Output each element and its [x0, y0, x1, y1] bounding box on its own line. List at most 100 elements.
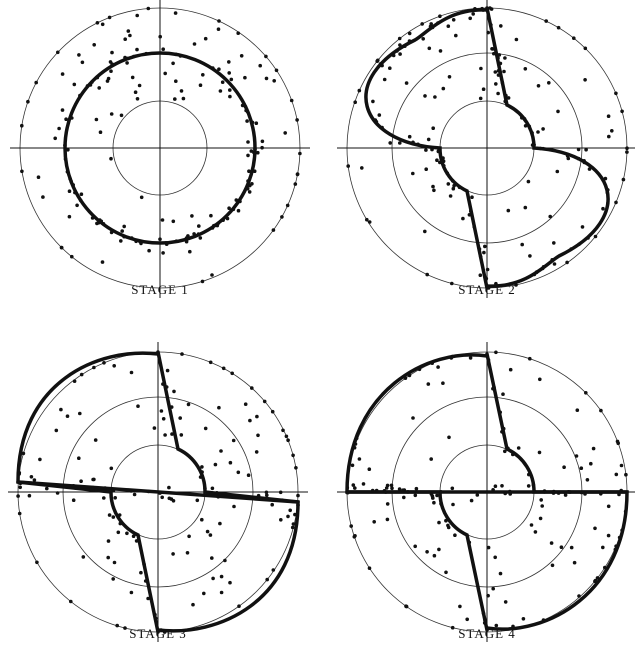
dot	[614, 200, 618, 205]
dot	[614, 91, 618, 96]
dot	[437, 520, 441, 525]
dot	[208, 360, 213, 365]
dot	[77, 53, 81, 57]
dot	[383, 490, 388, 494]
dot	[179, 433, 184, 437]
dot	[439, 490, 443, 494]
dot	[196, 232, 201, 236]
dot	[470, 195, 474, 199]
dot	[70, 254, 74, 259]
dot	[550, 258, 554, 262]
dot	[574, 454, 579, 458]
dot	[445, 171, 450, 175]
dot	[503, 600, 508, 604]
dot	[536, 130, 540, 134]
dot	[606, 504, 611, 509]
dot	[425, 272, 429, 277]
dot	[450, 179, 455, 183]
dot	[264, 490, 269, 495]
dot	[107, 513, 112, 517]
dot	[603, 565, 607, 570]
dot	[353, 442, 358, 446]
dot	[236, 31, 240, 35]
dot	[59, 407, 63, 412]
dot	[116, 514, 120, 519]
dot	[478, 273, 483, 277]
dot	[63, 157, 68, 161]
dot	[430, 147, 434, 152]
dot	[264, 76, 269, 81]
dot	[116, 530, 121, 535]
dot	[446, 525, 451, 530]
dot	[475, 493, 480, 497]
dot	[131, 54, 136, 59]
dot	[352, 535, 357, 539]
dot	[403, 44, 407, 48]
dot	[135, 97, 140, 101]
dot	[286, 514, 290, 519]
dot	[173, 11, 178, 15]
dot	[221, 218, 225, 222]
dot	[243, 104, 248, 109]
dot	[376, 58, 380, 63]
dot	[544, 19, 548, 23]
dot	[216, 27, 221, 31]
dot	[146, 596, 150, 601]
dot	[79, 372, 84, 377]
dot	[430, 361, 434, 365]
dot	[481, 87, 486, 91]
dot	[192, 42, 197, 46]
dot	[200, 470, 204, 474]
dot	[511, 624, 515, 629]
dot	[283, 131, 287, 135]
dot	[496, 56, 500, 60]
dot	[36, 175, 41, 179]
dot	[122, 234, 126, 239]
dot	[109, 466, 114, 471]
dot	[432, 188, 436, 193]
curve	[485, 6, 610, 288]
dot	[94, 117, 99, 122]
dot	[500, 484, 504, 488]
dot	[569, 545, 574, 550]
dot	[65, 170, 70, 174]
dot	[64, 117, 68, 121]
dot	[606, 201, 610, 206]
dot	[38, 457, 42, 462]
dot	[142, 562, 146, 567]
dot	[215, 223, 220, 228]
dot	[374, 488, 379, 493]
dot	[211, 576, 215, 581]
dot	[614, 544, 618, 548]
dot	[491, 47, 495, 51]
dot	[232, 504, 236, 509]
dot	[71, 183, 75, 187]
dot	[345, 490, 350, 495]
dot	[215, 491, 219, 495]
dot	[122, 224, 126, 229]
dot	[111, 488, 116, 492]
dot	[416, 142, 420, 147]
dot	[252, 150, 256, 155]
dot	[605, 190, 610, 195]
dot	[530, 131, 534, 135]
dot	[599, 408, 603, 413]
dot	[565, 260, 569, 265]
dot	[607, 134, 611, 139]
dot	[129, 590, 134, 595]
dot	[563, 493, 568, 497]
dot	[240, 103, 245, 108]
dot	[473, 7, 477, 11]
dot	[27, 493, 32, 498]
dot	[489, 23, 493, 27]
dot	[441, 156, 445, 160]
dot	[435, 158, 439, 162]
dot	[91, 485, 95, 490]
dot	[123, 37, 127, 41]
dot	[102, 496, 106, 500]
dot	[54, 428, 59, 433]
dot	[163, 433, 167, 437]
dot	[95, 221, 99, 226]
dot	[274, 68, 279, 73]
